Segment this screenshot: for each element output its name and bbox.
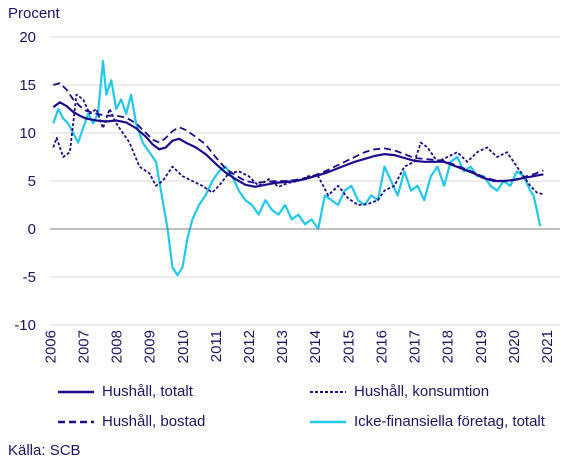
y-tick-label: -5 (23, 269, 36, 286)
x-tick-label: 2015 (340, 330, 357, 363)
x-tick-label: 2020 (506, 330, 523, 363)
x-tick-label: 2012 (241, 330, 258, 363)
legend-label: Hushåll, totalt (102, 383, 193, 400)
x-tick-label: 2018 (440, 330, 457, 363)
x-tick-label: 2007 (75, 330, 92, 363)
legend-item-icke-finansiella: Icke-finansiella företag, totalt (310, 413, 545, 430)
x-tick-label: 2017 (407, 330, 424, 363)
legend-label: Icke-finansiella företag, totalt (354, 413, 545, 430)
x-tick-label: 2006 (42, 330, 59, 363)
x-tick-label: 2008 (109, 330, 126, 363)
y-tick-label: 20 (19, 29, 36, 46)
legend-item-hushall-konsumtion: Hushåll, konsumtion (310, 383, 489, 400)
source-note: Källa: SCB (8, 442, 81, 459)
y-tick-label: 15 (19, 77, 36, 94)
legend-swatch-cyan (310, 420, 346, 423)
y-tick-labels: -10 -5 0 5 10 15 20 (14, 29, 36, 334)
series-line-1 (52, 93, 544, 206)
x-tick-label: 2019 (473, 330, 490, 363)
gridlines (50, 36, 560, 326)
x-tick-label: 2013 (274, 330, 291, 363)
legend-label: Hushåll, konsumtion (354, 383, 490, 400)
x-tick-label: 2009 (142, 330, 159, 363)
x-tick-label: 2021 (539, 330, 556, 363)
series-line-0 (52, 101, 544, 188)
y-axis-label: Procent (8, 5, 61, 22)
legend-swatch-dotted (310, 390, 346, 393)
x-tick-labels: 2006 2007 2008 2009 2010 2011 2012 2013 2014 2015… (42, 330, 556, 363)
legend-swatch-dashed (58, 420, 94, 423)
y-tick-label: 5 (28, 173, 36, 190)
x-tick-label: 2011 (208, 330, 225, 362)
x-tick-label: 2010 (175, 330, 192, 363)
x-tick-label: 2014 (307, 330, 324, 363)
legend-swatch-solid (58, 390, 94, 393)
y-tick-label: 10 (19, 125, 36, 142)
series-lines (52, 59, 544, 277)
y-tick-label: 0 (28, 221, 36, 238)
legend-item-hushall-totalt: Hushåll, totalt (58, 383, 193, 400)
x-tick-label: 2016 (373, 330, 390, 363)
series-line-3 (52, 59, 542, 277)
y-tick-label: -10 (14, 317, 36, 334)
legend-item-hushall-bostad: Hushåll, bostad (58, 413, 205, 430)
legend-label: Hushåll, bostad (102, 413, 206, 430)
